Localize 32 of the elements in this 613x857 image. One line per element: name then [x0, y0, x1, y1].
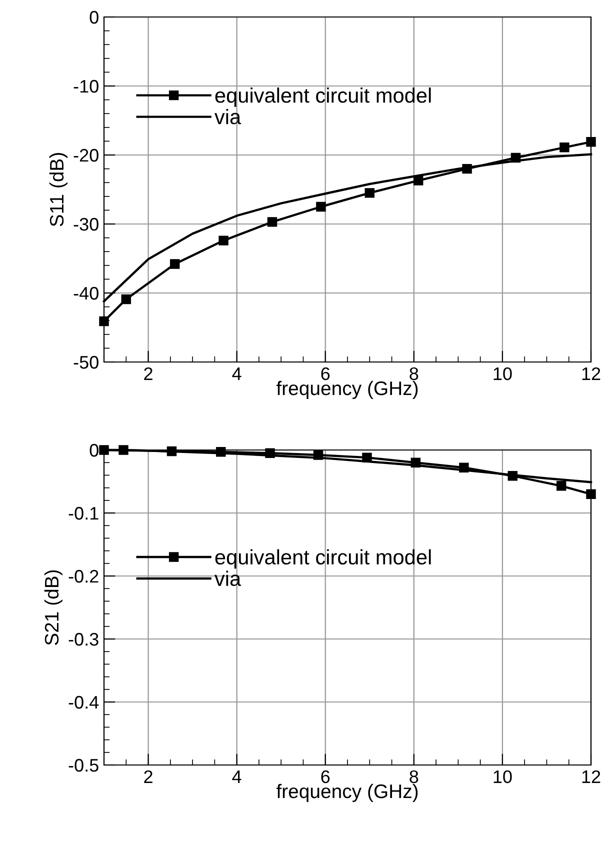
x-tick-label: 10 [494, 770, 512, 784]
x-tick-label: 2 [144, 770, 152, 783]
x-tick-label: 12 [582, 367, 600, 380]
x-tick-label: 8 [410, 367, 418, 380]
x-tick-label: 4 [232, 368, 242, 380]
x-axis-title: frequency (GHz) [276, 380, 418, 400]
y-tick-label: -0.5 [68, 758, 98, 772]
x-tick-label: 12 [582, 770, 600, 783]
x-tick-label: 8 [410, 770, 418, 784]
legend-label: equivalent circuit model [215, 549, 431, 569]
legend-label: via [214, 570, 242, 586]
y-tick-label: -0.4 [68, 696, 99, 709]
y-tick-label: -40 [74, 286, 98, 300]
x-tick-label: 6 [321, 367, 330, 380]
y-tick-label: -0.2 [68, 570, 98, 583]
y-tick-label: -30 [74, 218, 98, 231]
y-tick-label: -0.3 [68, 632, 98, 646]
x-tick-label: 4 [232, 770, 242, 783]
x-axis-title: frequency (GHz) [276, 784, 418, 802]
y-axis-title: S11 (dB) [49, 153, 68, 226]
legend-label: via [214, 109, 242, 124]
y-tick-label: -20 [74, 148, 98, 162]
y-tick-label: -0.1 [68, 506, 98, 520]
y-tick-label: -10 [74, 80, 98, 93]
x-tick-label: 6 [321, 770, 330, 784]
x-tick-label: 10 [494, 367, 512, 380]
y-tick-label: 0 [90, 444, 98, 457]
y-axis-title: S21 (dB) [44, 570, 62, 645]
y-tick-label: 0 [90, 10, 98, 24]
x-tick-label: 2 [144, 367, 152, 380]
y-tick-label: -50 [74, 356, 98, 369]
legend-label: equivalent circuit model [215, 88, 431, 107]
